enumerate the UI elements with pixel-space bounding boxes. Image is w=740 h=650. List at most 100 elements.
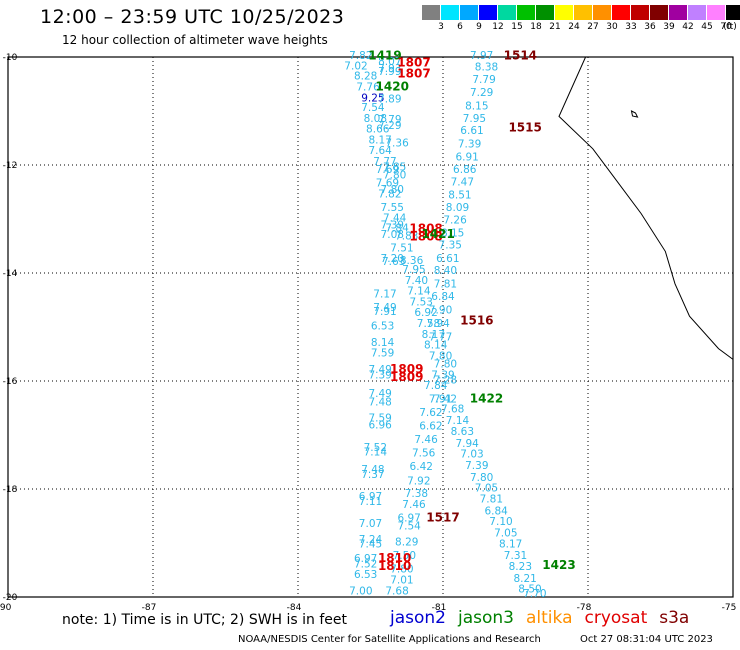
x-tick-label: -90	[0, 603, 12, 613]
wave-height-value: 7.76	[356, 81, 380, 93]
map-frame	[7, 56, 734, 598]
legend-tick-label: 21	[549, 22, 561, 32]
wave-height-value: 7.84	[424, 380, 448, 392]
wave-height-value: 7.64	[368, 145, 392, 157]
legend-swatch	[574, 5, 593, 20]
wave-height-value: 7.14	[407, 286, 431, 298]
wave-height-value: 6.97	[359, 491, 382, 503]
color-scale-labels: 3 6 9 12 15 18 21 24 27 30 33 36 39 42 45 70 (ft)	[422, 22, 740, 33]
wave-height-value: 7.47	[451, 177, 474, 189]
wave-height-value: 7.29	[470, 87, 493, 99]
wave-height-value: 7.48	[361, 464, 384, 476]
pass-time-label: 1419	[368, 49, 401, 63]
wave-height-value: 7.97	[470, 50, 493, 62]
legend-tick-label: 18	[530, 22, 542, 32]
x-tick-label: -87	[142, 603, 157, 613]
wave-height-value: 7.29	[378, 120, 401, 132]
wave-height-value: 7.94	[455, 438, 479, 450]
wave-height-value: 7.77	[429, 332, 452, 344]
wave-height-value: 8.50	[518, 584, 541, 596]
x-tick-label: -78	[577, 603, 592, 613]
generated-timestamp: Oct 27 08:31:04 UTC 2023	[580, 634, 713, 645]
wave-height-value: 7.54	[397, 521, 421, 533]
wave-height-value: 7.79	[378, 114, 401, 126]
wave-height-value: 7.39	[458, 139, 481, 151]
wave-height-value: 7.03	[460, 449, 483, 461]
wave-height-value: 7.49	[368, 388, 391, 400]
island-outline	[630, 110, 639, 118]
wave-height-value: 8.36	[400, 255, 424, 267]
wave-height-value: 7.79	[472, 74, 495, 86]
wave-height-value: 6.53	[354, 569, 377, 581]
wave-height-value: 7.36	[385, 138, 409, 150]
footnote: note: 1) Time is in UTC; 2) SWH is in fe…	[62, 612, 348, 628]
wave-height-value: 7.80	[434, 359, 457, 371]
wave-height-value: 7.83	[395, 231, 418, 243]
coastline	[558, 56, 734, 360]
wave-height-value: 7.68	[441, 403, 464, 415]
wave-height-value: 7.95	[463, 113, 486, 125]
wave-height-value: 7.92	[407, 476, 430, 488]
wave-height-value: 7.42	[434, 394, 457, 406]
legend-tick-label: 6	[457, 22, 463, 32]
wave-height-value: 8.29	[395, 537, 418, 549]
wave-height-value: 7.99	[378, 66, 401, 78]
wave-height-value: 7.01	[390, 575, 413, 587]
wave-height-value: 7.82	[378, 188, 401, 200]
wave-height-value: 7.07	[359, 518, 382, 530]
wave-height-value: 7.50	[393, 550, 416, 562]
legend-tick-label: 24	[568, 22, 580, 32]
wave-height-value: 8.21	[513, 573, 536, 585]
legend-tick-label: 33	[625, 22, 637, 32]
wave-height-value: 7.45	[359, 538, 382, 550]
wave-height-value: 7.80	[390, 564, 413, 576]
wave-height-value: 7.48	[368, 396, 391, 408]
wave-height-value: 7.80	[429, 350, 452, 362]
wave-height-value: 7.91	[373, 306, 396, 318]
legend-tick-label: 45	[701, 22, 713, 32]
wave-height-value: 7.37	[361, 469, 384, 481]
wave-height-value: 7.77	[373, 156, 396, 168]
wave-height-value: 8.28	[354, 71, 377, 83]
wave-height-value: 6.91	[455, 152, 478, 164]
legend-unit: (ft)	[723, 22, 737, 32]
wave-height-value: 6.84	[484, 505, 508, 517]
satellite-legend-jason2: jason2	[390, 608, 446, 628]
wave-height-value: 6.53	[371, 321, 394, 333]
pass-time-label: 1516	[460, 313, 493, 327]
wave-height-value: 7.38	[405, 488, 428, 500]
pass-time-label: 1517	[426, 510, 459, 524]
pass-time-label: 1809	[390, 370, 423, 384]
legend-swatch	[517, 5, 536, 20]
legend-swatch	[479, 5, 498, 20]
wave-height-value: 7.46	[402, 499, 426, 511]
wave-height-value: 8.23	[509, 561, 532, 573]
wave-height-value: 8.17	[499, 538, 522, 550]
wave-height-value: 6.96	[368, 420, 392, 432]
legend-swatch	[688, 5, 707, 20]
source-credit: NOAA/NESDIS Center for Satellite Applica…	[238, 634, 541, 645]
wave-height-value: 7.81	[434, 279, 457, 291]
wave-height-value: 7.31	[504, 550, 527, 562]
legend-swatch	[498, 5, 517, 20]
wave-height-value: 8.17	[422, 329, 445, 341]
legend-tick-label: 9	[476, 22, 482, 32]
page-subtitle: 12 hour collection of altimeter wave hei…	[62, 33, 328, 47]
pass-time-label: 1810	[378, 559, 411, 573]
wave-height-value: 7.28	[434, 375, 457, 387]
wave-height-value: 7.40	[405, 275, 428, 287]
wave-height-value: 7.14	[364, 447, 388, 459]
wave-height-value: 7.85	[383, 161, 406, 173]
x-tick-label: -84	[287, 603, 302, 613]
wave-height-value: 7.51	[390, 242, 413, 254]
pass-time-label: 1423	[542, 558, 575, 572]
legend-tick-label: 70	[720, 22, 732, 32]
legend-swatch	[422, 5, 441, 20]
pass-time-label: 1807	[397, 67, 430, 81]
wave-height-value: 6.86	[453, 164, 477, 176]
legend-tick-label: 36	[644, 22, 656, 32]
legend-swatch	[707, 5, 726, 20]
wave-height-value: 8.08	[364, 113, 387, 125]
satellite-legend: jason2 jason3 altika cryosat s3a	[390, 608, 701, 628]
y-tick-label: -14	[3, 269, 18, 279]
